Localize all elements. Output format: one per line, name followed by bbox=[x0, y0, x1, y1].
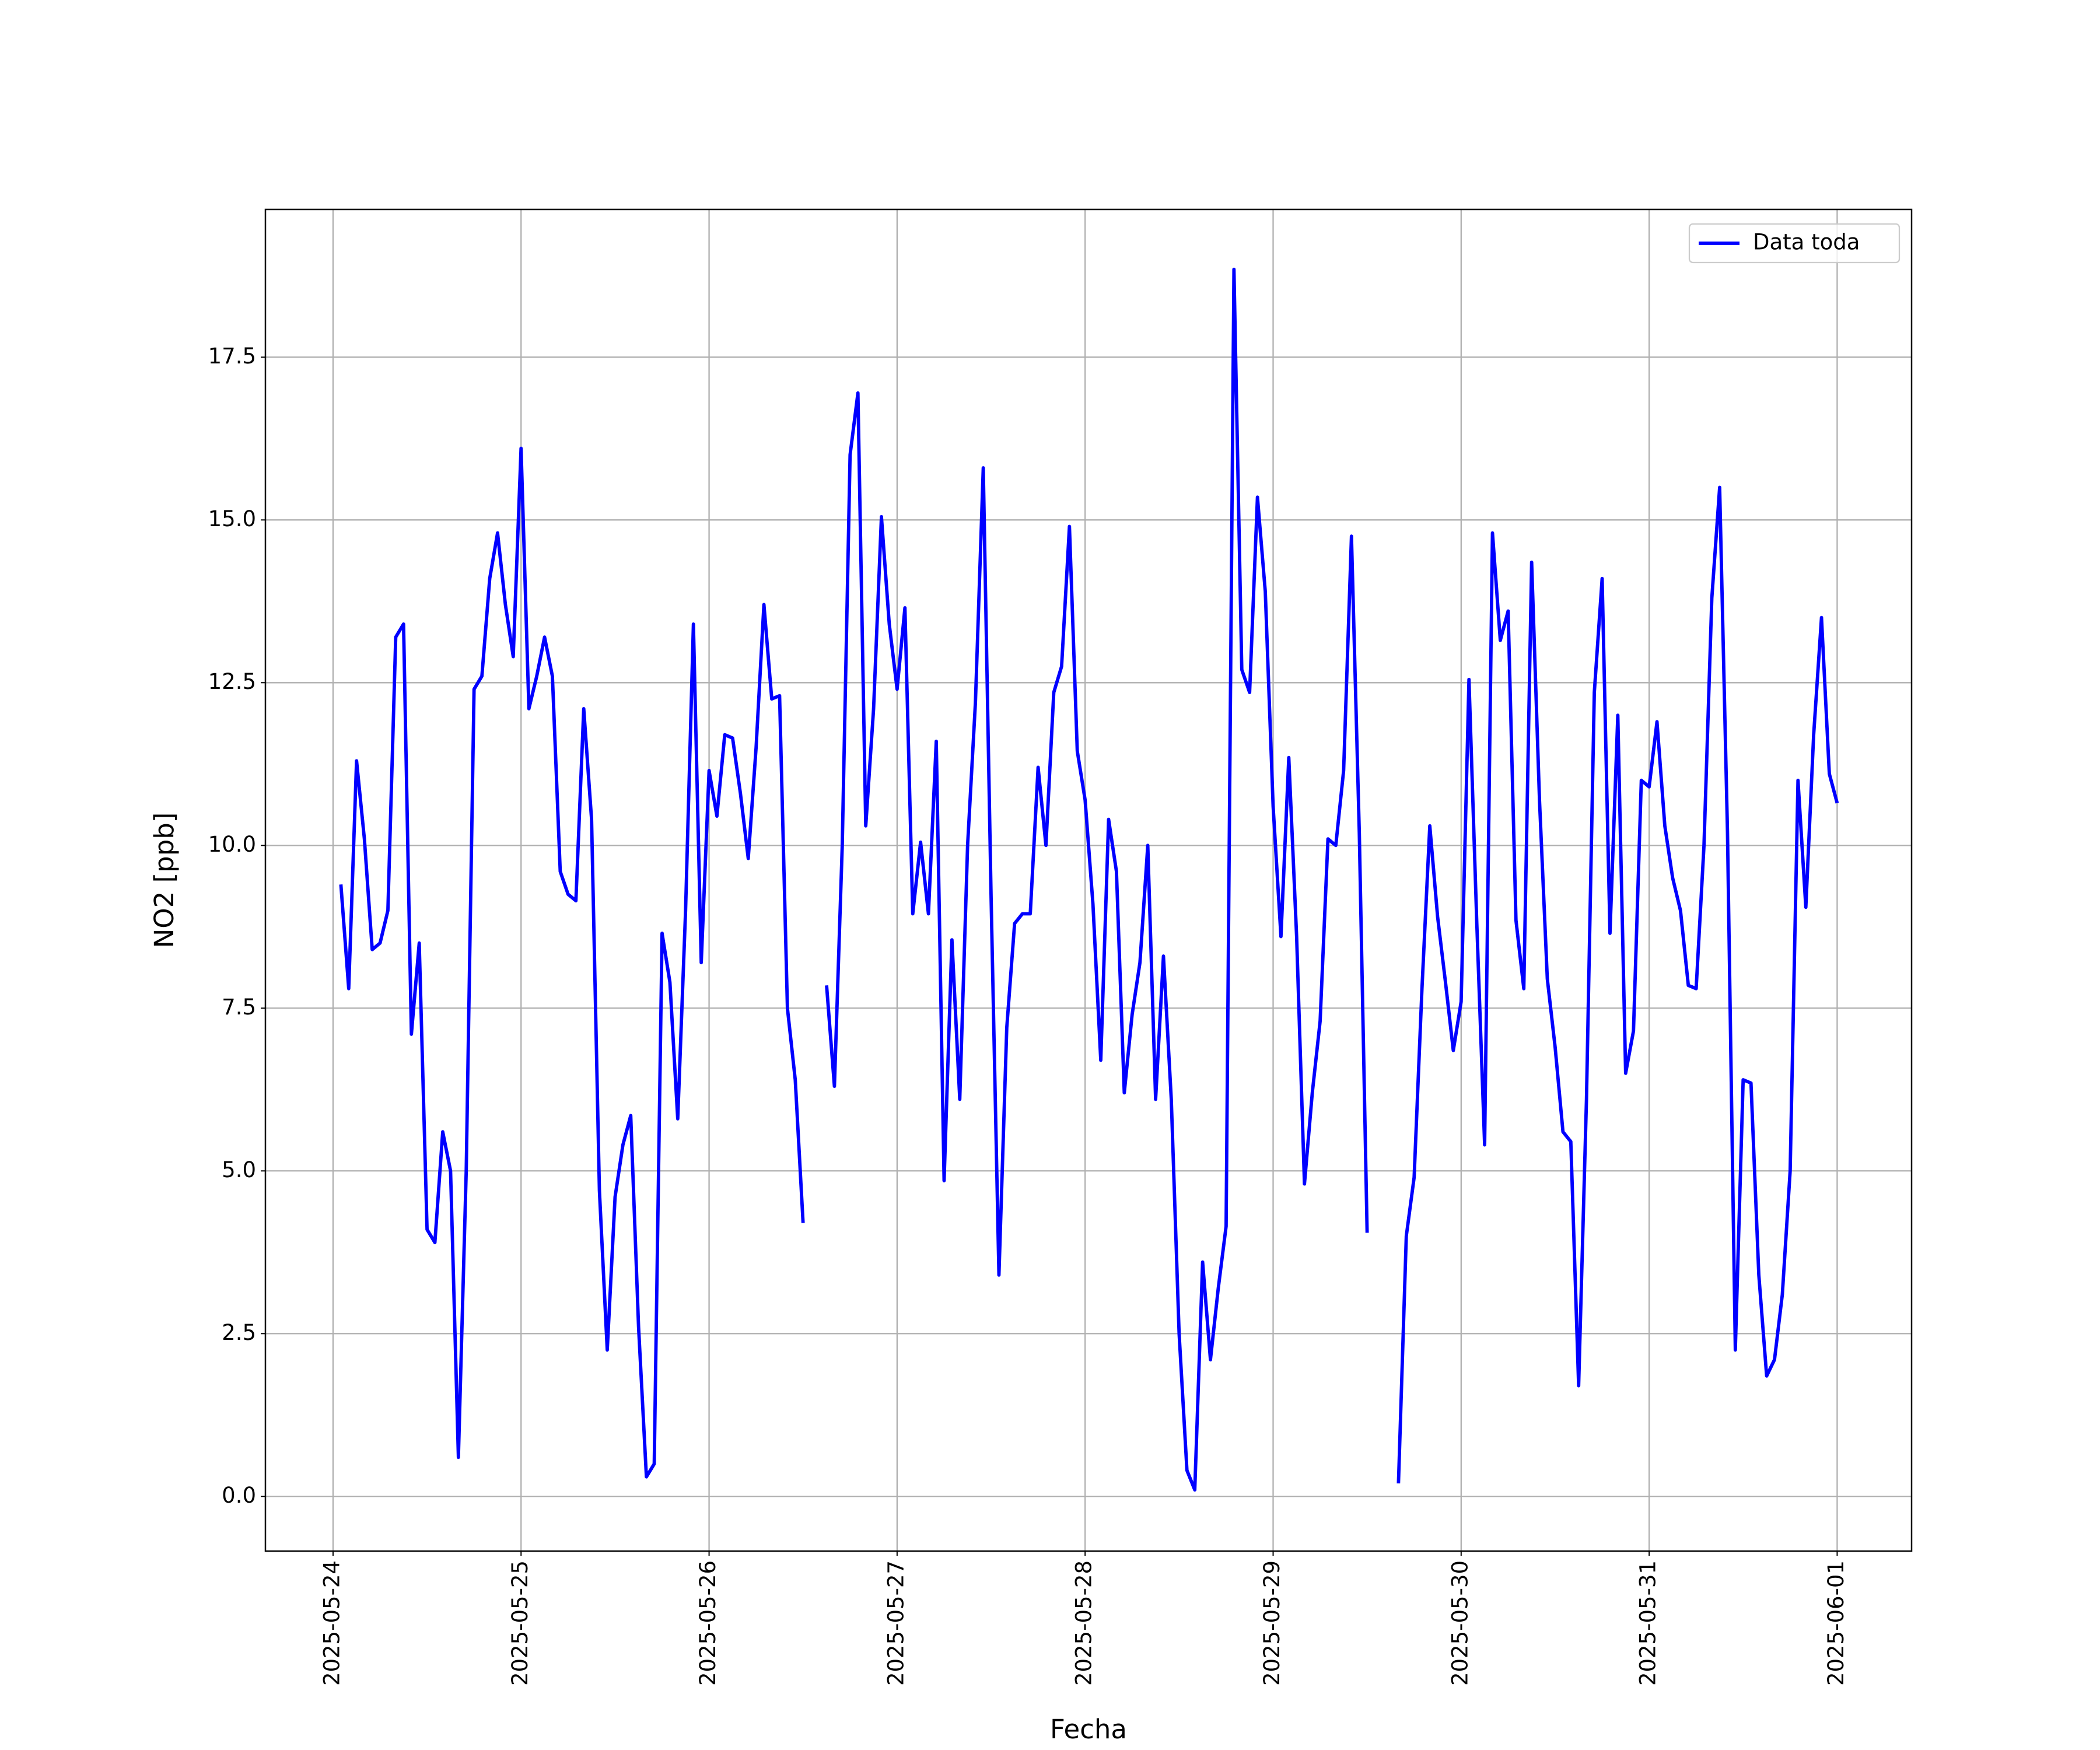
y-tick-label: 2.5 bbox=[222, 1320, 256, 1345]
x-tick-label: 2025-05-25 bbox=[508, 1560, 533, 1686]
x-tick-label: 2025-05-26 bbox=[695, 1560, 720, 1686]
x-tick-label: 2025-06-01 bbox=[1824, 1560, 1849, 1686]
x-tick-label: 2025-05-28 bbox=[1072, 1560, 1097, 1686]
grid bbox=[265, 209, 1912, 1551]
data-line bbox=[339, 267, 1839, 1492]
x-axis-label: Fecha bbox=[1050, 1714, 1127, 1745]
y-tick-label: 15.0 bbox=[208, 506, 256, 531]
legend-box bbox=[1688, 223, 1901, 264]
x-tick-label: 2025-05-29 bbox=[1259, 1560, 1284, 1686]
y-tick-label: 17.5 bbox=[208, 344, 256, 369]
axes-frame bbox=[264, 208, 1913, 1552]
y-axis-label: NO2 [ppb] bbox=[149, 813, 180, 949]
legend-label: Data toda bbox=[1753, 230, 1860, 255]
y-tick-label: 0.0 bbox=[222, 1483, 256, 1508]
y-tick-label: 5.0 bbox=[222, 1157, 256, 1182]
y-tick-label: 10.0 bbox=[208, 832, 256, 857]
y-tick-label: 7.5 bbox=[222, 995, 256, 1020]
x-tick-label: 2025-05-31 bbox=[1636, 1560, 1661, 1686]
legend: Data toda bbox=[1688, 223, 1901, 264]
plot-area bbox=[339, 267, 1839, 1492]
y-tick-label: 12.5 bbox=[208, 669, 256, 694]
x-tick-label: 2025-05-30 bbox=[1447, 1560, 1472, 1686]
x-tick-label: 2025-05-24 bbox=[319, 1560, 344, 1686]
x-tick-label: 2025-05-27 bbox=[883, 1560, 908, 1686]
